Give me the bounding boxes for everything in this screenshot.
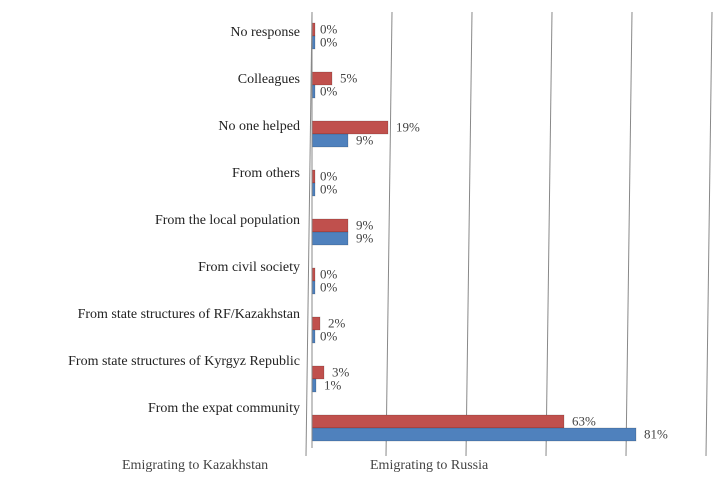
value-label: 9% — [356, 217, 374, 232]
category-label: From others — [232, 166, 300, 181]
grid-line — [305, 11, 313, 457]
grid-line — [545, 11, 553, 457]
value-label: 9% — [356, 132, 374, 147]
value-label: 2% — [328, 315, 346, 330]
category-label: From state structures of RF/Kazakhstan — [78, 307, 300, 322]
bar — [311, 378, 317, 393]
value-label: 9% — [356, 230, 374, 245]
value-label: 0% — [320, 21, 338, 36]
legend-label: Emigrating to Russia — [370, 458, 489, 473]
bar — [311, 133, 349, 148]
value-label: 0% — [320, 279, 338, 294]
category-label: From the expat community — [148, 401, 300, 416]
grid-line — [625, 11, 633, 457]
value-label: 0% — [320, 266, 338, 281]
value-label: 19% — [396, 119, 420, 134]
bar — [311, 316, 321, 331]
value-label: 63% — [572, 413, 596, 428]
value-label: 0% — [320, 34, 338, 49]
value-label: 1% — [324, 377, 342, 392]
category-label: Colleagues — [238, 72, 300, 87]
value-label: 81% — [644, 426, 668, 441]
grid-line — [705, 11, 713, 457]
category-label: From the local population — [155, 213, 300, 228]
category-label: No response — [230, 25, 300, 40]
grid-line — [465, 11, 473, 457]
value-label: 0% — [320, 168, 338, 183]
value-label: 0% — [320, 181, 338, 196]
category-label: No one helped — [218, 119, 300, 134]
value-label: 5% — [340, 70, 358, 85]
bar — [311, 365, 325, 380]
legend-label: Emigrating to Kazakhstan — [122, 458, 268, 473]
bar — [311, 414, 565, 429]
bar — [311, 427, 637, 442]
grid-line — [385, 11, 393, 457]
value-label: 0% — [320, 328, 338, 343]
value-label: 3% — [332, 364, 350, 379]
category-label: From state structures of Kyrgyz Republic — [68, 354, 300, 369]
value-label: 0% — [320, 83, 338, 98]
category-label: From civil society — [198, 260, 300, 275]
bar — [311, 231, 349, 246]
bar — [311, 120, 389, 135]
bar — [311, 218, 349, 233]
